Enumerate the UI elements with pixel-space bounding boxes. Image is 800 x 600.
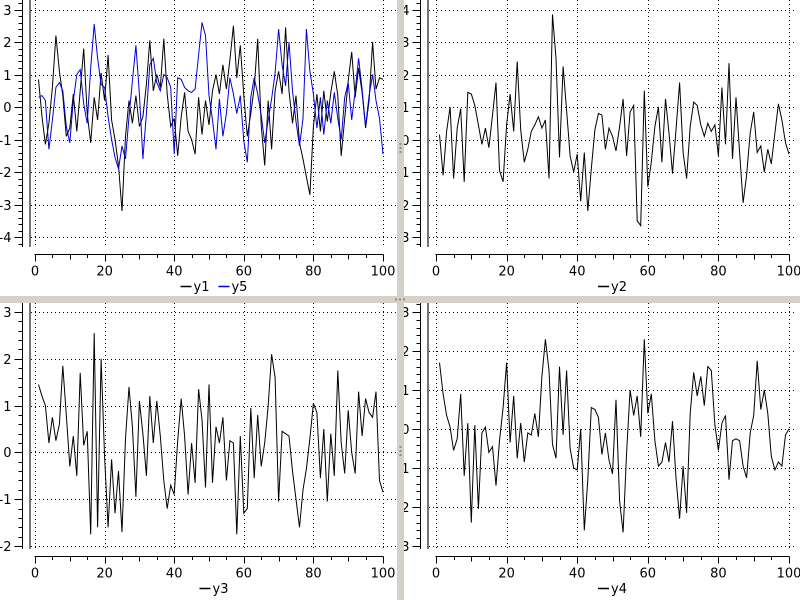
splitter-grip-dots <box>399 151 402 153</box>
legend-label: y5 <box>231 280 247 295</box>
y-axis-3: 3 2 1 0 -1 -2 <box>0 303 23 555</box>
splitter-grip-dots <box>399 454 402 456</box>
y-tick-label: 1 <box>3 400 11 415</box>
y-tick-label: 1 <box>401 101 409 116</box>
y-tick-label: 3 <box>3 306 11 321</box>
splitter-handle-vertical-bottom[interactable] <box>397 303 404 600</box>
x-tick-label: 100 <box>777 567 800 582</box>
y-axis-1: 3 2 1 0 -1 -2 -3 -4 <box>0 0 23 247</box>
plot-panel-1: 3 2 1 0 -1 -2 -3 -4 0 20 40 60 80 100 y1 y5 <box>0 0 397 295</box>
legend-entry-y3: y3 <box>199 582 229 597</box>
legend-label: y4 <box>611 582 627 597</box>
x-tick-label: 0 <box>432 567 440 582</box>
legend-entry-y2: y2 <box>598 280 627 295</box>
grid <box>31 303 397 549</box>
plot-panel-3: 3 2 1 0 -1 -2 0 20 40 60 80 100 y3 <box>0 301 397 597</box>
splitter-grip-dots <box>403 298 405 301</box>
plot-canvas-3[interactable] <box>31 303 397 549</box>
splitter-handle-horizontal[interactable] <box>0 296 800 303</box>
splitter-handle-vertical-top[interactable] <box>397 0 404 296</box>
y-tick-label: 0 <box>3 446 11 461</box>
x-axis-1: 0 20 40 60 80 100 <box>31 254 396 280</box>
legend-2: y2 <box>598 280 627 295</box>
x-tick-label: 80 <box>305 567 322 582</box>
x-tick-label: 0 <box>31 265 39 280</box>
x-tick-label: 80 <box>710 265 727 280</box>
y-tick-label: 1 <box>401 384 409 399</box>
y-tick-label: 2 <box>3 36 11 51</box>
y-tick-label: -3 <box>0 199 12 214</box>
x-tick-label: 20 <box>96 265 113 280</box>
legend-label: y3 <box>213 582 229 597</box>
x-tick-label: 40 <box>569 567 586 582</box>
x-tick-label: 80 <box>710 567 727 582</box>
legend-label: y1 <box>194 280 210 295</box>
curve-y4 <box>439 339 790 533</box>
legend-entry-y5: y5 <box>218 280 247 295</box>
y-tick-label: -4 <box>0 231 12 246</box>
y-tick-label: 3 <box>3 4 11 19</box>
canvas-bevel <box>427 0 796 247</box>
legend-1: y1 y5 <box>180 280 247 295</box>
y-tick-label: 0 <box>401 134 409 149</box>
y-tick-label: -2 <box>0 540 12 555</box>
x-tick-label: 40 <box>569 265 586 280</box>
x-tick-label: 20 <box>498 567 515 582</box>
y-tick-label: 1 <box>3 69 11 84</box>
legend-4: y4 <box>598 582 627 597</box>
splitter-grip-dots <box>399 298 401 301</box>
x-tick-label: 40 <box>166 265 183 280</box>
x-axis-4: 0 20 40 60 80 100 <box>432 556 800 582</box>
splitter-grip-dots <box>399 450 402 452</box>
x-tick-label: 60 <box>236 567 253 582</box>
x-tick-label: 20 <box>96 567 113 582</box>
y-tick-label: 2 <box>401 345 409 360</box>
splitter-grip-dots <box>399 147 402 149</box>
legend-entry-y4: y4 <box>598 582 627 597</box>
y-tick-label: -1 <box>0 493 12 508</box>
legend-3: y3 <box>199 582 229 597</box>
y-tick-label: 2 <box>401 69 409 84</box>
x-tick-label: 100 <box>777 265 800 280</box>
plot-canvas-4[interactable] <box>429 303 796 549</box>
x-tick-label: 40 <box>166 567 183 582</box>
x-tick-label: 80 <box>305 265 322 280</box>
x-tick-label: 60 <box>640 567 657 582</box>
plot-canvas-2[interactable] <box>429 0 796 247</box>
x-axis-2: 0 20 40 60 80 100 <box>432 254 800 280</box>
y-tick-label: 0 <box>401 423 409 438</box>
x-tick-label: 60 <box>236 265 253 280</box>
splitter-grip-dots <box>395 298 397 301</box>
curve-y5 <box>38 22 384 169</box>
splitter-grip-dots <box>399 446 402 448</box>
y-tick-label: 3 <box>401 306 409 321</box>
splitter-grip-dots <box>399 143 402 145</box>
legend-label: y2 <box>611 280 627 295</box>
y-tick-label: -2 <box>0 166 12 181</box>
x-tick-label: 100 <box>371 567 396 582</box>
y-tick-label: 2 <box>3 353 11 368</box>
x-tick-label: 20 <box>498 265 515 280</box>
x-axis-3: 0 20 40 60 80 100 <box>31 556 396 582</box>
y-tick-label: 3 <box>401 36 409 51</box>
y-tick-label: 4 <box>401 4 409 19</box>
x-tick-label: 100 <box>371 265 396 280</box>
x-tick-label: 60 <box>640 265 657 280</box>
canvas-bevel <box>29 0 397 247</box>
x-tick-label: 0 <box>31 567 39 582</box>
legend-entry-y1: y1 <box>180 280 210 295</box>
y-tick-label: 0 <box>3 101 11 116</box>
curve-y2 <box>439 14 790 228</box>
grid <box>429 303 796 549</box>
curve-y3 <box>38 333 384 535</box>
y-tick-label: -1 <box>0 134 12 149</box>
x-tick-label: 0 <box>432 265 440 280</box>
